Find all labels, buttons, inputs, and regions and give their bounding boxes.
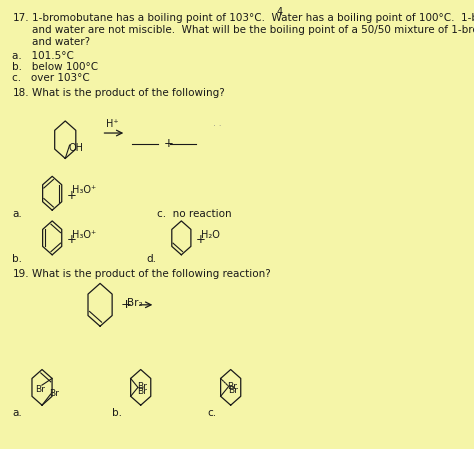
Text: Br₂: Br₂ [127, 298, 142, 308]
Text: +: + [196, 233, 206, 247]
Text: OH: OH [68, 143, 83, 153]
Text: c.  no reaction: c. no reaction [157, 209, 231, 219]
Text: +: + [67, 189, 77, 202]
Text: +: + [164, 137, 173, 150]
Text: H₃O⁺: H₃O⁺ [72, 185, 96, 195]
Text: Br: Br [137, 387, 147, 396]
Text: and water are not miscible.  What will be the boiling point of a 50/50 mixture o: and water are not miscible. What will be… [32, 25, 474, 35]
Text: 17.: 17. [12, 13, 29, 22]
Text: a.: a. [12, 408, 22, 418]
Text: a.   101.5°C: a. 101.5°C [12, 51, 74, 62]
Text: c.: c. [208, 408, 217, 418]
Text: Br: Br [49, 389, 59, 398]
Text: What is the product of the following?: What is the product of the following? [32, 88, 225, 97]
Text: and water?: and water? [32, 37, 90, 47]
Text: b.: b. [12, 254, 22, 264]
Text: H⁺: H⁺ [106, 119, 118, 129]
Text: a.: a. [12, 209, 22, 219]
Text: Br: Br [227, 382, 237, 391]
Text: 1-bromobutane has a boiling point of 103°C.  Water has a boiling point of 100°C.: 1-bromobutane has a boiling point of 103… [32, 13, 474, 22]
Text: b.: b. [112, 408, 122, 418]
Text: . .: . . [213, 119, 222, 128]
Text: H₂O: H₂O [201, 230, 220, 240]
Text: Br: Br [137, 382, 147, 391]
Text: +: + [120, 298, 131, 311]
Text: b.   below 100°C: b. below 100°C [12, 62, 99, 72]
Text: H₃O⁺: H₃O⁺ [72, 230, 96, 240]
Text: Br: Br [228, 387, 238, 396]
Text: +: + [67, 233, 77, 247]
Text: 18.: 18. [12, 88, 29, 97]
Text: 19.: 19. [12, 269, 29, 279]
Text: Br: Br [36, 385, 46, 394]
Text: c.   over 103°C: c. over 103°C [12, 73, 90, 83]
Text: d.: d. [146, 254, 156, 264]
Text: 4: 4 [277, 7, 283, 17]
Text: What is the product of the following reaction?: What is the product of the following rea… [32, 269, 271, 279]
